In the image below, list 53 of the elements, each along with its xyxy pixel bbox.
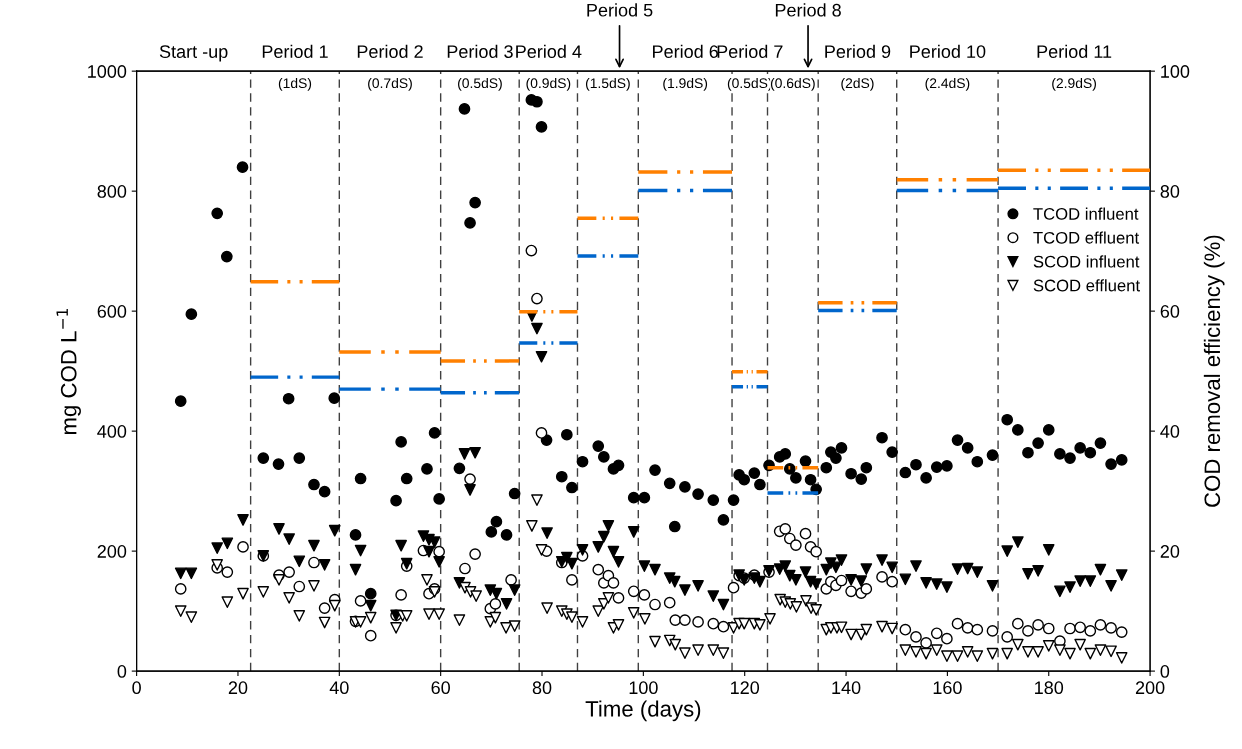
x-tick-label: 200: [1135, 681, 1165, 695]
annotation: (2dS): [841, 77, 874, 91]
y2-tick-label: 80: [1160, 185, 1180, 198]
text: Period 2: [357, 44, 423, 58]
y2-tick-label: 0: [1160, 665, 1170, 678]
x-tick-label: 40: [329, 681, 349, 695]
y-tick-label: 0: [117, 665, 127, 678]
text: Start -up: [159, 45, 228, 62]
annotation: (1dS): [278, 77, 312, 91]
text: Period 6: [653, 44, 718, 58]
annotation: (1.5dS): [585, 77, 630, 91]
y2-tick-label: 20: [1160, 545, 1180, 558]
text: Period 1: [262, 44, 328, 58]
x-tick-label: 100: [629, 681, 658, 695]
y2-tick-label: 40: [1160, 425, 1180, 438]
x-tick-label: 80: [532, 681, 552, 695]
y-tick-label: 400: [97, 425, 127, 438]
text: Period 7: [717, 44, 783, 58]
annotation: (0.7dS): [368, 77, 412, 91]
legend-label: SCOD influent: [1033, 255, 1140, 268]
x-tick-label: 120: [731, 681, 760, 695]
x-tick-label: 0: [132, 681, 141, 695]
y-tick-label: 800: [97, 185, 127, 198]
y2-tick-label: 100: [1161, 65, 1190, 78]
annotation: (0.5dS): [458, 77, 502, 91]
y2-axis-title: COD removal efficiency (%): [1203, 235, 1225, 507]
legend-label: TCOD effluent: [1033, 231, 1140, 244]
text: Period 4: [516, 44, 582, 58]
y-axis-title: mg COD L$^{−1}$: [56, 308, 81, 435]
text: Period 9: [825, 44, 891, 58]
x-tick-label: 60: [431, 681, 450, 695]
y-tick-label: 600: [97, 305, 127, 318]
annotation: (2.9dS): [1052, 77, 1096, 91]
text: Period 11: [1037, 44, 1112, 58]
legend-label: SCOD effluent: [1033, 279, 1140, 292]
text: Period 10: [910, 44, 986, 58]
annotation: (1.9dS): [663, 77, 708, 91]
annotation: (2.4dS): [925, 77, 970, 91]
legend-label: TCOD influent: [1033, 207, 1139, 220]
x-tick-label: 140: [832, 681, 861, 695]
text: Period 8: [775, 3, 841, 17]
x-tick-label: 160: [933, 681, 962, 695]
x-tick-label: 180: [1035, 681, 1064, 695]
text: Period 3: [447, 44, 513, 58]
text: Period 5: [587, 3, 653, 17]
y-tick-label: 200: [97, 545, 127, 558]
x-axis-title: Time (days): [585, 700, 701, 722]
annotation: (0.5dS): [727, 77, 772, 91]
annotation: (0.6dS): [770, 77, 815, 91]
y-tick-label: 1000: [88, 65, 127, 78]
annotation: (0.9dS): [526, 77, 571, 91]
y2-tick-label: 60: [1160, 305, 1180, 318]
x-tick-label: 20: [228, 681, 248, 695]
